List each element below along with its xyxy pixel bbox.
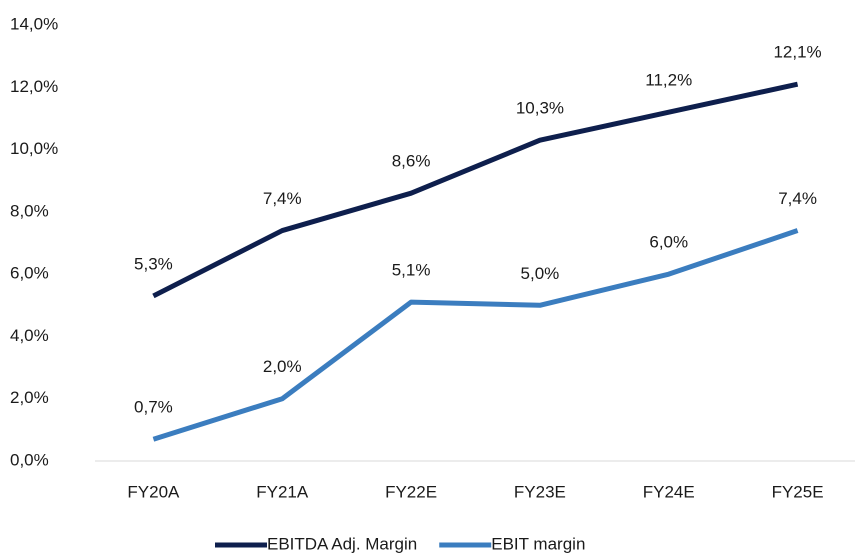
x-tick-label: FY24E <box>643 482 695 501</box>
y-tick-label: 6,0% <box>10 264 49 283</box>
legend-label: EBITDA Adj. Margin <box>267 534 417 553</box>
data-label: 8,6% <box>392 152 431 171</box>
data-label: 2,0% <box>263 357 302 376</box>
data-label: 12,1% <box>773 43 821 62</box>
legend-label: EBIT margin <box>491 534 585 553</box>
data-label: 0,7% <box>134 398 173 417</box>
y-tick-label: 2,0% <box>10 388 49 407</box>
x-tick-label: FY20A <box>127 482 180 501</box>
y-tick-label: 8,0% <box>10 201 49 220</box>
series-line <box>152 81 799 299</box>
y-tick-label: 10,0% <box>10 139 58 158</box>
data-label: 5,0% <box>521 264 560 283</box>
y-tick-label: 12,0% <box>10 77 58 96</box>
x-tick-label: FY22E <box>385 482 437 501</box>
data-label: 7,4% <box>263 189 302 208</box>
data-label: 7,4% <box>778 189 817 208</box>
data-label: 11,2% <box>645 71 692 90</box>
y-tick-label: 0,0% <box>10 450 49 469</box>
x-tick-label: FY21A <box>256 482 309 501</box>
series-line <box>152 228 799 442</box>
x-tick-label: FY23E <box>514 482 566 501</box>
data-label: 5,1% <box>392 261 431 280</box>
x-tick-label: FY25E <box>772 482 824 501</box>
data-label: 5,3% <box>134 254 173 273</box>
y-tick-label: 4,0% <box>10 326 49 345</box>
data-label: 10,3% <box>516 99 564 118</box>
data-label: 6,0% <box>649 233 688 252</box>
y-tick-label: 14,0% <box>10 14 58 33</box>
